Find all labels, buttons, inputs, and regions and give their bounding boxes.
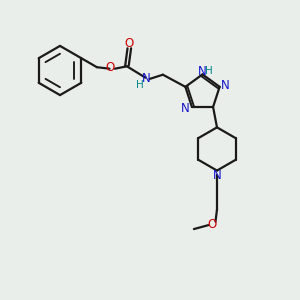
Text: N: N (198, 65, 207, 78)
Text: N: N (221, 79, 230, 92)
Text: H: H (136, 80, 144, 90)
Text: O: O (208, 218, 217, 231)
Text: N: N (142, 72, 151, 85)
Text: H: H (205, 66, 213, 76)
Text: N: N (213, 169, 221, 182)
Text: N: N (181, 102, 190, 115)
Text: O: O (105, 61, 114, 74)
Text: O: O (125, 37, 134, 50)
